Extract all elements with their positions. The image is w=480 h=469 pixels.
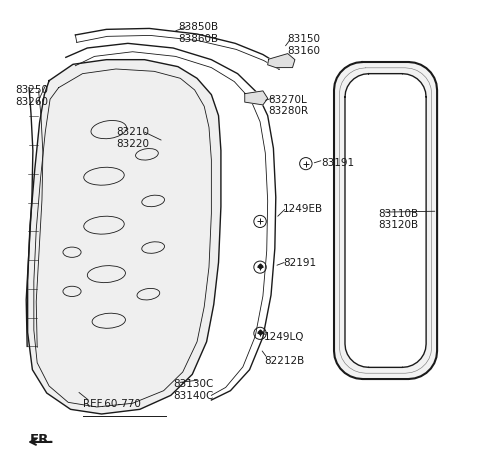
- Text: 83110B
83120B: 83110B 83120B: [378, 209, 419, 230]
- Text: 83210
83220: 83210 83220: [116, 127, 149, 149]
- Point: [163, 414, 169, 419]
- Text: 83150
83160: 83150 83160: [288, 34, 321, 56]
- Text: 83250
83260: 83250 83260: [16, 85, 48, 107]
- Text: 83270L
83280R: 83270L 83280R: [269, 95, 309, 116]
- Text: 82212B: 82212B: [264, 356, 304, 366]
- Point: [80, 414, 85, 419]
- Text: 1249LQ: 1249LQ: [264, 333, 304, 342]
- Text: REF.60-770: REF.60-770: [83, 399, 140, 408]
- Polygon shape: [245, 91, 268, 105]
- Polygon shape: [268, 53, 295, 68]
- Polygon shape: [334, 62, 437, 379]
- Polygon shape: [28, 60, 221, 414]
- Text: FR.: FR.: [30, 432, 55, 446]
- Text: 82191: 82191: [283, 258, 316, 268]
- Text: 83850B
83860B: 83850B 83860B: [178, 23, 218, 44]
- Text: 83191: 83191: [321, 158, 354, 167]
- Text: 1249EB: 1249EB: [283, 204, 323, 214]
- Polygon shape: [345, 74, 426, 367]
- Text: 83130C
83140C: 83130C 83140C: [173, 379, 214, 401]
